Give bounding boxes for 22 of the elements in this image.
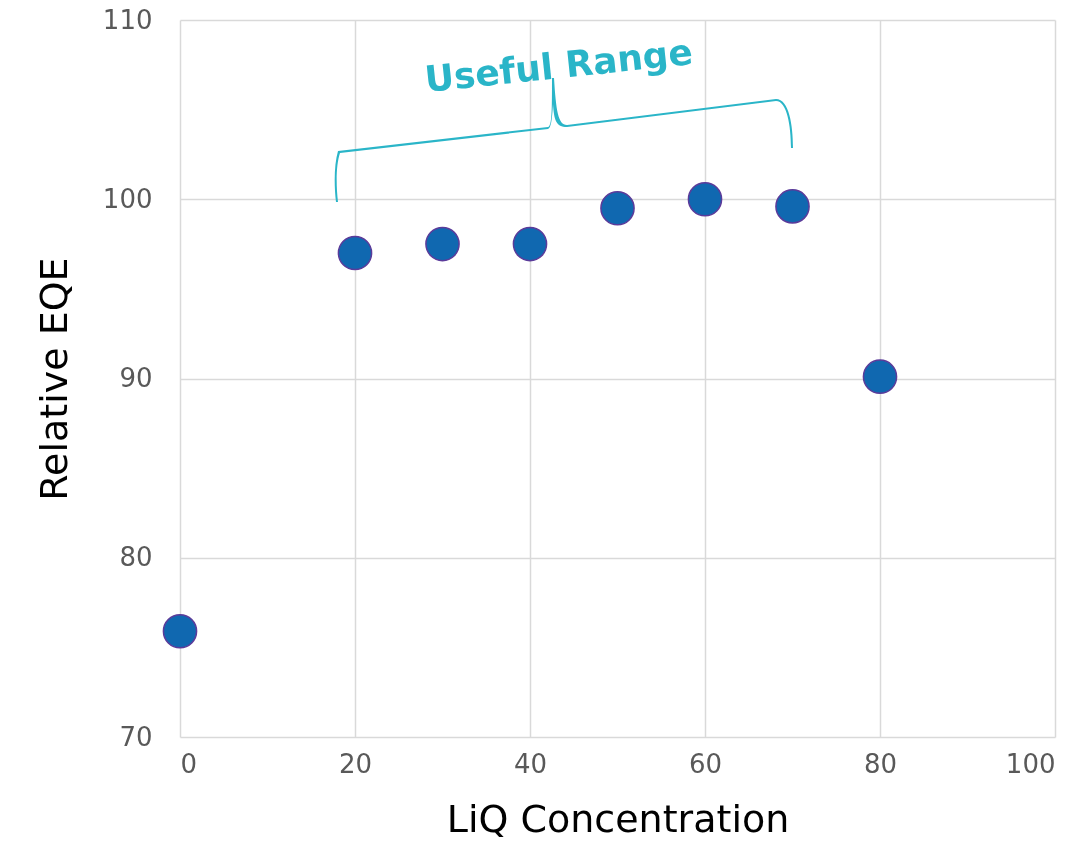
x-tick-label: 0 [180,748,198,779]
y-tick-label: 100 [102,183,153,214]
annotation: Useful Range [422,31,695,101]
x-axis-title: LiQ Concentration [446,796,790,841]
point [862,359,898,395]
y-axis-title: Relative EQE [31,257,76,501]
x-tick-label: 100 [1005,748,1056,779]
y-tick-label: 70 [119,721,153,752]
point [687,181,723,217]
point [775,189,810,224]
x-tick-label: 20 [338,748,373,779]
x-tick-label: 40 [513,748,548,779]
y-tick-label: 80 [119,542,153,573]
x-tick-label: 80 [863,748,898,779]
y-tick-label: 90 [119,363,153,393]
point [162,613,198,649]
point [512,226,548,262]
y-tick-label: 110 [102,4,153,35]
x-tick-label: 60 [688,748,723,779]
point [425,226,460,262]
point [600,190,635,226]
point [337,235,373,271]
